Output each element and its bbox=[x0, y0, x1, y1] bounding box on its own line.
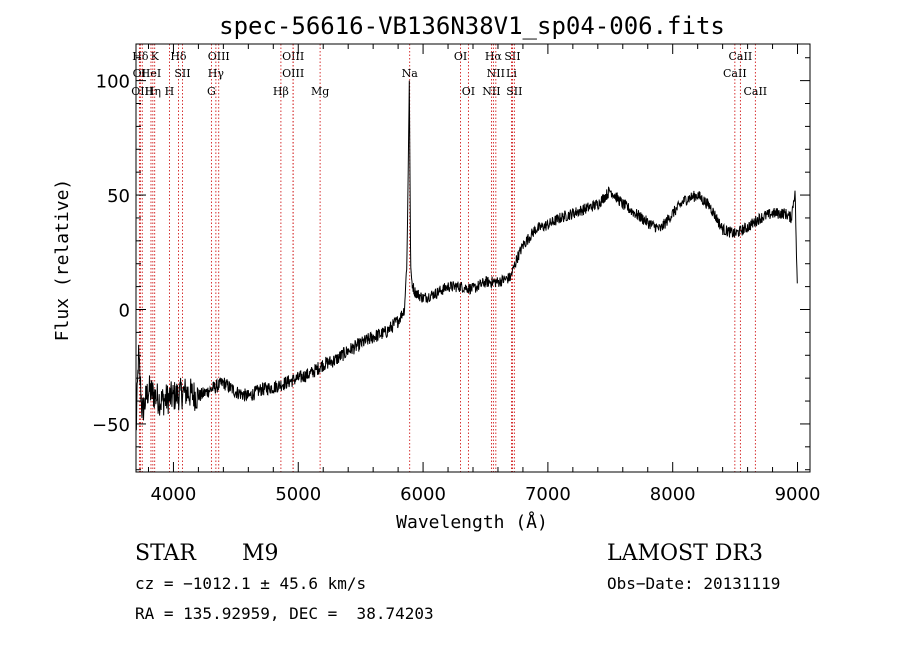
line-marker-label-20: H bbox=[165, 85, 175, 98]
y-tick-label-0: −50 bbox=[92, 415, 130, 436]
coordinates: RA = 135.92959, DEC = 38.74203 bbox=[135, 604, 434, 623]
x-axis-label: Wavelength (Å) bbox=[396, 511, 548, 533]
object-subclass: M9 bbox=[242, 541, 279, 566]
line-marker-label-2: Hδ bbox=[170, 50, 187, 63]
line-marker-label-14: Na bbox=[402, 67, 419, 80]
line-marker-label-24: OI bbox=[462, 85, 475, 98]
line-marker-label-18: OIII bbox=[131, 85, 153, 98]
x-tick-label-0: 4000 bbox=[151, 484, 197, 505]
plot-frame bbox=[135, 43, 811, 473]
line-marker-label-5: OI bbox=[454, 50, 467, 63]
line-marker-label-25: NII bbox=[482, 85, 500, 98]
line-marker-label-15: NII bbox=[487, 67, 505, 80]
spectrum-line bbox=[135, 80, 798, 431]
line-marker-label-23: Mg bbox=[311, 85, 329, 98]
line-marker-label-13: OIII bbox=[282, 67, 304, 80]
line-marker-label-11: SII bbox=[174, 67, 190, 80]
redshift-cz: cz = −1012.1 ± 45.6 km/s bbox=[135, 574, 366, 593]
survey-name: LAMOST DR3 bbox=[607, 541, 763, 566]
line-marker-label-22: Hβ bbox=[273, 85, 289, 98]
line-marker-label-17: CaII bbox=[723, 67, 747, 80]
line-marker-label-21: G bbox=[207, 85, 216, 98]
line-marker-label-19: Hη bbox=[145, 85, 161, 98]
x-tick-label-4: 8000 bbox=[650, 484, 696, 505]
y-tick-label-3: 100 bbox=[96, 72, 130, 93]
y-tick-label-2: 50 bbox=[107, 186, 130, 207]
line-marker-label-7: SII bbox=[504, 50, 520, 63]
x-tick-label-5: 9000 bbox=[775, 484, 821, 505]
x-tick-label-2: 6000 bbox=[400, 484, 446, 505]
axis-ticks: 4000 5000 6000 7000 8000 9000 −50 0 50 100 bbox=[92, 44, 820, 505]
line-marker-label-1: K bbox=[151, 50, 160, 63]
y-tick-label-1: 0 bbox=[119, 300, 130, 321]
line-marker-label-10: HeI bbox=[141, 67, 161, 80]
line-marker-label-6: Hα bbox=[485, 50, 503, 63]
line-marker-label-8: CaII bbox=[729, 50, 753, 63]
x-tick-label-3: 7000 bbox=[525, 484, 571, 505]
line-marker-label-12: Hγ bbox=[208, 67, 225, 80]
obs-date: Obs−Date: 20131119 bbox=[607, 574, 780, 593]
line-marker-label-26: SII bbox=[506, 85, 522, 98]
line-marker-label-3: OIII bbox=[208, 50, 230, 63]
line-marker-label-0: Hδ bbox=[132, 50, 149, 63]
line-marker-label-16: Li bbox=[506, 67, 517, 80]
y-axis-label: Flux (relative) bbox=[52, 179, 73, 342]
object-type: STAR bbox=[135, 541, 197, 566]
line-marker-label-27: CaII bbox=[743, 85, 767, 98]
x-tick-label-1: 5000 bbox=[275, 484, 321, 505]
chart-title: spec-56616-VB136N38V1_sp04-006.fits bbox=[219, 12, 725, 40]
